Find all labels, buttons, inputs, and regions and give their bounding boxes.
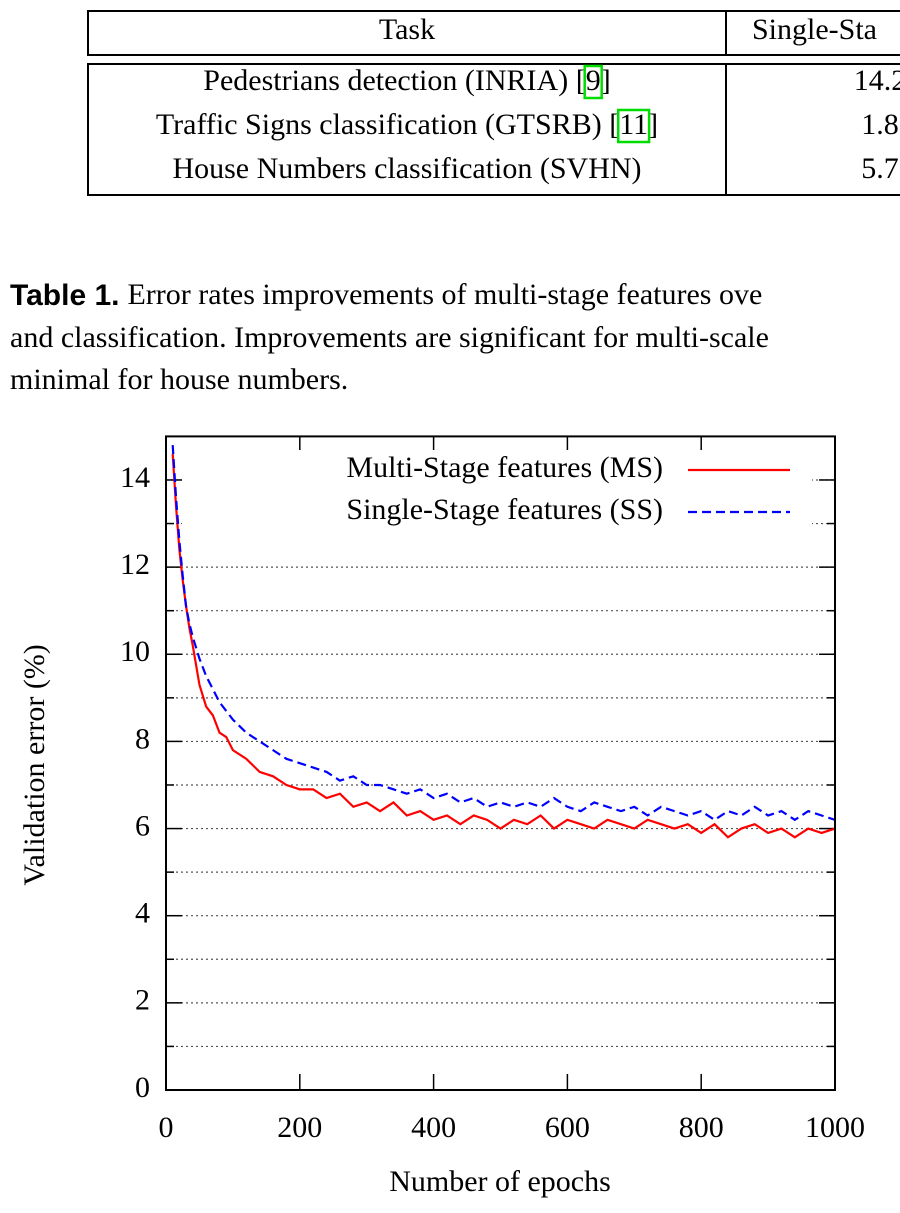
- task-text: ]: [648, 108, 658, 141]
- task-text: ]: [601, 64, 611, 97]
- citation-box: [583, 64, 603, 100]
- x-tick-label: 200: [277, 1111, 322, 1144]
- y-tick-label: 12: [120, 548, 150, 581]
- citation: 9: [586, 64, 601, 97]
- task-cell: Pedestrians detection (INRIA) [9]: [203, 64, 610, 97]
- table-header-box: [87, 10, 900, 56]
- y-tick-label: 0: [135, 1071, 150, 1104]
- plot-frame: [165, 435, 836, 1091]
- x-tick-label: 600: [545, 1111, 590, 1144]
- task-text: Pedestrians detection (INRIA) [: [203, 64, 585, 97]
- y-tick-label: 2: [135, 984, 150, 1017]
- table-header: Task: [379, 13, 435, 46]
- value-cell: 5.7: [861, 152, 899, 185]
- legend-box: [182, 450, 812, 535]
- legend-label: Single-Stage features (SS): [346, 493, 663, 526]
- y-tick-label: 10: [120, 635, 150, 668]
- caption-line: and classification. Improvements are sig…: [10, 321, 769, 354]
- table: [87, 10, 900, 196]
- y-tick-label: 8: [135, 722, 150, 755]
- caption-line: minimal for house numbers.: [10, 363, 348, 396]
- x-axis-label: Number of epochs: [389, 1165, 611, 1198]
- x-tick-label: 400: [411, 1111, 456, 1144]
- task-text: Traffic Signs classification (GTSRB) [: [156, 108, 619, 141]
- task-text: House Numbers classification (SVHN): [172, 152, 641, 185]
- table-header: Single-Sta: [752, 13, 877, 46]
- caption: Table 1. Error rates improvements of mult…: [10, 278, 762, 312]
- citation: 11: [619, 108, 648, 141]
- y-tick-label: 6: [135, 809, 150, 842]
- table-body-box: [87, 63, 900, 196]
- series-line: [171, 445, 835, 822]
- task-cell: House Numbers classification (SVHN): [172, 152, 641, 185]
- caption-label: Table 1.: [10, 279, 119, 312]
- series-line: [171, 453, 835, 839]
- caption-line: Error rates improvements of multi-stage …: [127, 278, 762, 311]
- y-tick-label: 14: [120, 461, 150, 494]
- value-cell: 1.8: [861, 108, 899, 141]
- y-tick-label: 4: [135, 897, 150, 930]
- x-tick-label: 1000: [805, 1111, 865, 1144]
- x-tick-label: 800: [679, 1111, 724, 1144]
- y-axis-label: Validation error (%): [18, 644, 51, 886]
- task-cell: Traffic Signs classification (GTSRB) [11…: [156, 108, 658, 141]
- x-tick-label: 0: [159, 1111, 174, 1144]
- value-cell: 14.2: [854, 64, 900, 97]
- legend-label: Multi-Stage features (MS): [346, 451, 663, 484]
- citation-box: [616, 108, 651, 144]
